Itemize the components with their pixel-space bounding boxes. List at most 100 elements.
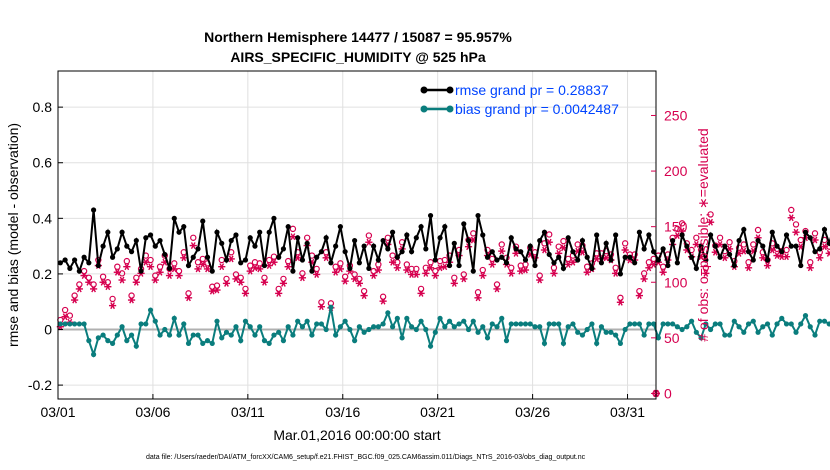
rmse-point	[204, 254, 211, 260]
bias-point	[105, 338, 111, 344]
rmse-point	[707, 232, 714, 238]
obs-evaluated-point	[199, 260, 207, 268]
obs-evaluated-point	[71, 296, 79, 304]
obs-evaluated-point	[379, 297, 387, 305]
obs-possible-point	[550, 264, 558, 271]
y-right-tick-label: 50	[664, 330, 680, 346]
bias-point	[736, 324, 742, 330]
chart-title-line2: AIRS_SPECIFIC_HUMIDITY @ 525 hPa	[230, 49, 486, 65]
rmse-point	[764, 257, 771, 263]
bias-point	[707, 326, 714, 333]
obs-evaluated-point	[716, 240, 724, 248]
rmse-point	[698, 243, 704, 249]
bias-point	[413, 326, 419, 333]
bias-point	[157, 332, 163, 338]
obs-evaluated-point	[270, 258, 278, 266]
bias-point	[238, 338, 244, 344]
bias-point	[674, 324, 680, 330]
bias-point	[152, 318, 158, 324]
y-right-tick-label: 100	[664, 274, 688, 290]
bias-point	[81, 321, 87, 327]
rmse-point	[299, 257, 306, 263]
bias-point	[641, 332, 647, 338]
obs-evaluated-point	[256, 265, 264, 273]
rmse-point	[404, 232, 410, 238]
rmse-point	[86, 260, 92, 266]
rmse-point	[613, 232, 619, 238]
rmse-point	[147, 232, 154, 238]
bias-point	[793, 329, 799, 335]
rmse-point	[304, 240, 310, 246]
obs-possible-point	[546, 231, 553, 238]
bias-point	[399, 335, 405, 341]
bias-point	[518, 321, 524, 327]
bias-point	[636, 321, 642, 327]
rmse-point	[475, 212, 481, 219]
bias-point	[731, 318, 737, 324]
rmse-point	[665, 262, 671, 269]
rmse-point	[408, 249, 415, 255]
obs-possible-point	[493, 281, 501, 288]
y-right-tick-label: 0	[664, 385, 672, 401]
obs-evaluated-point	[260, 278, 269, 286]
obs-possible-point	[707, 211, 714, 218]
obs-possible-point	[71, 292, 78, 299]
bias-point	[655, 335, 661, 341]
bias-point	[200, 340, 206, 347]
rmse-point	[750, 257, 756, 263]
obs-possible-point	[332, 263, 339, 270]
bias-point	[603, 329, 609, 335]
bias-point	[522, 321, 529, 327]
obs-possible-point	[645, 259, 653, 266]
legend-bias-marker-left	[420, 105, 428, 113]
bias-point	[371, 324, 377, 330]
bias-point	[95, 335, 101, 341]
bias-point	[480, 324, 486, 330]
y-axis-right-label: # of obs: o=possible; ∗=evaluated	[695, 128, 711, 341]
obs-evaluated-point	[417, 289, 425, 297]
rmse-point	[446, 262, 453, 269]
legend-rmse-marker-left	[420, 86, 428, 94]
rmse-point	[513, 246, 519, 252]
bias-point	[541, 340, 548, 347]
rmse-point	[394, 254, 400, 260]
bias-point	[323, 326, 329, 333]
obs-possible-point	[811, 230, 819, 237]
rmse-point	[90, 207, 97, 213]
rmse-point	[72, 257, 78, 263]
rmse-point	[62, 257, 68, 263]
rmse-point	[119, 229, 125, 235]
obs-possible-point	[303, 234, 311, 241]
obs-possible-point	[370, 267, 377, 275]
obs-evaluated-point	[237, 278, 245, 286]
bias-point	[299, 324, 306, 330]
bias-point	[764, 321, 771, 327]
obs-evaluated-point	[208, 287, 216, 295]
bias-point	[318, 321, 325, 327]
rmse-point	[109, 254, 116, 260]
rmse-point	[451, 240, 457, 246]
obs-evaluated-point	[165, 272, 174, 280]
y-axis-right-ticks: 0 50 100 150 200 250	[651, 107, 688, 401]
rmse-point	[152, 243, 158, 249]
rmse-point	[793, 243, 799, 249]
rmse-point	[712, 243, 718, 249]
obs-possible-point	[114, 263, 121, 270]
bias-point	[755, 329, 761, 335]
obs-evaluated-point	[156, 268, 164, 276]
obs-possible-point	[674, 225, 681, 233]
obs-possible-point	[284, 257, 292, 265]
y-right-tick-label: 150	[664, 219, 688, 235]
y-axis-left-ticks: -0.2 0 0.2 0.4 0.6 0.8	[28, 99, 63, 393]
bias-point	[389, 324, 396, 330]
rmse-point	[233, 232, 239, 238]
obs-evaluated-point	[184, 294, 193, 302]
bias-point	[494, 324, 500, 330]
bias-point	[442, 324, 448, 330]
rmse-point	[57, 260, 63, 266]
bias-point	[802, 313, 809, 319]
obs-possible-point	[109, 295, 116, 303]
bias-point	[556, 321, 562, 327]
rmse-point	[176, 229, 182, 235]
bias-point	[579, 332, 586, 338]
